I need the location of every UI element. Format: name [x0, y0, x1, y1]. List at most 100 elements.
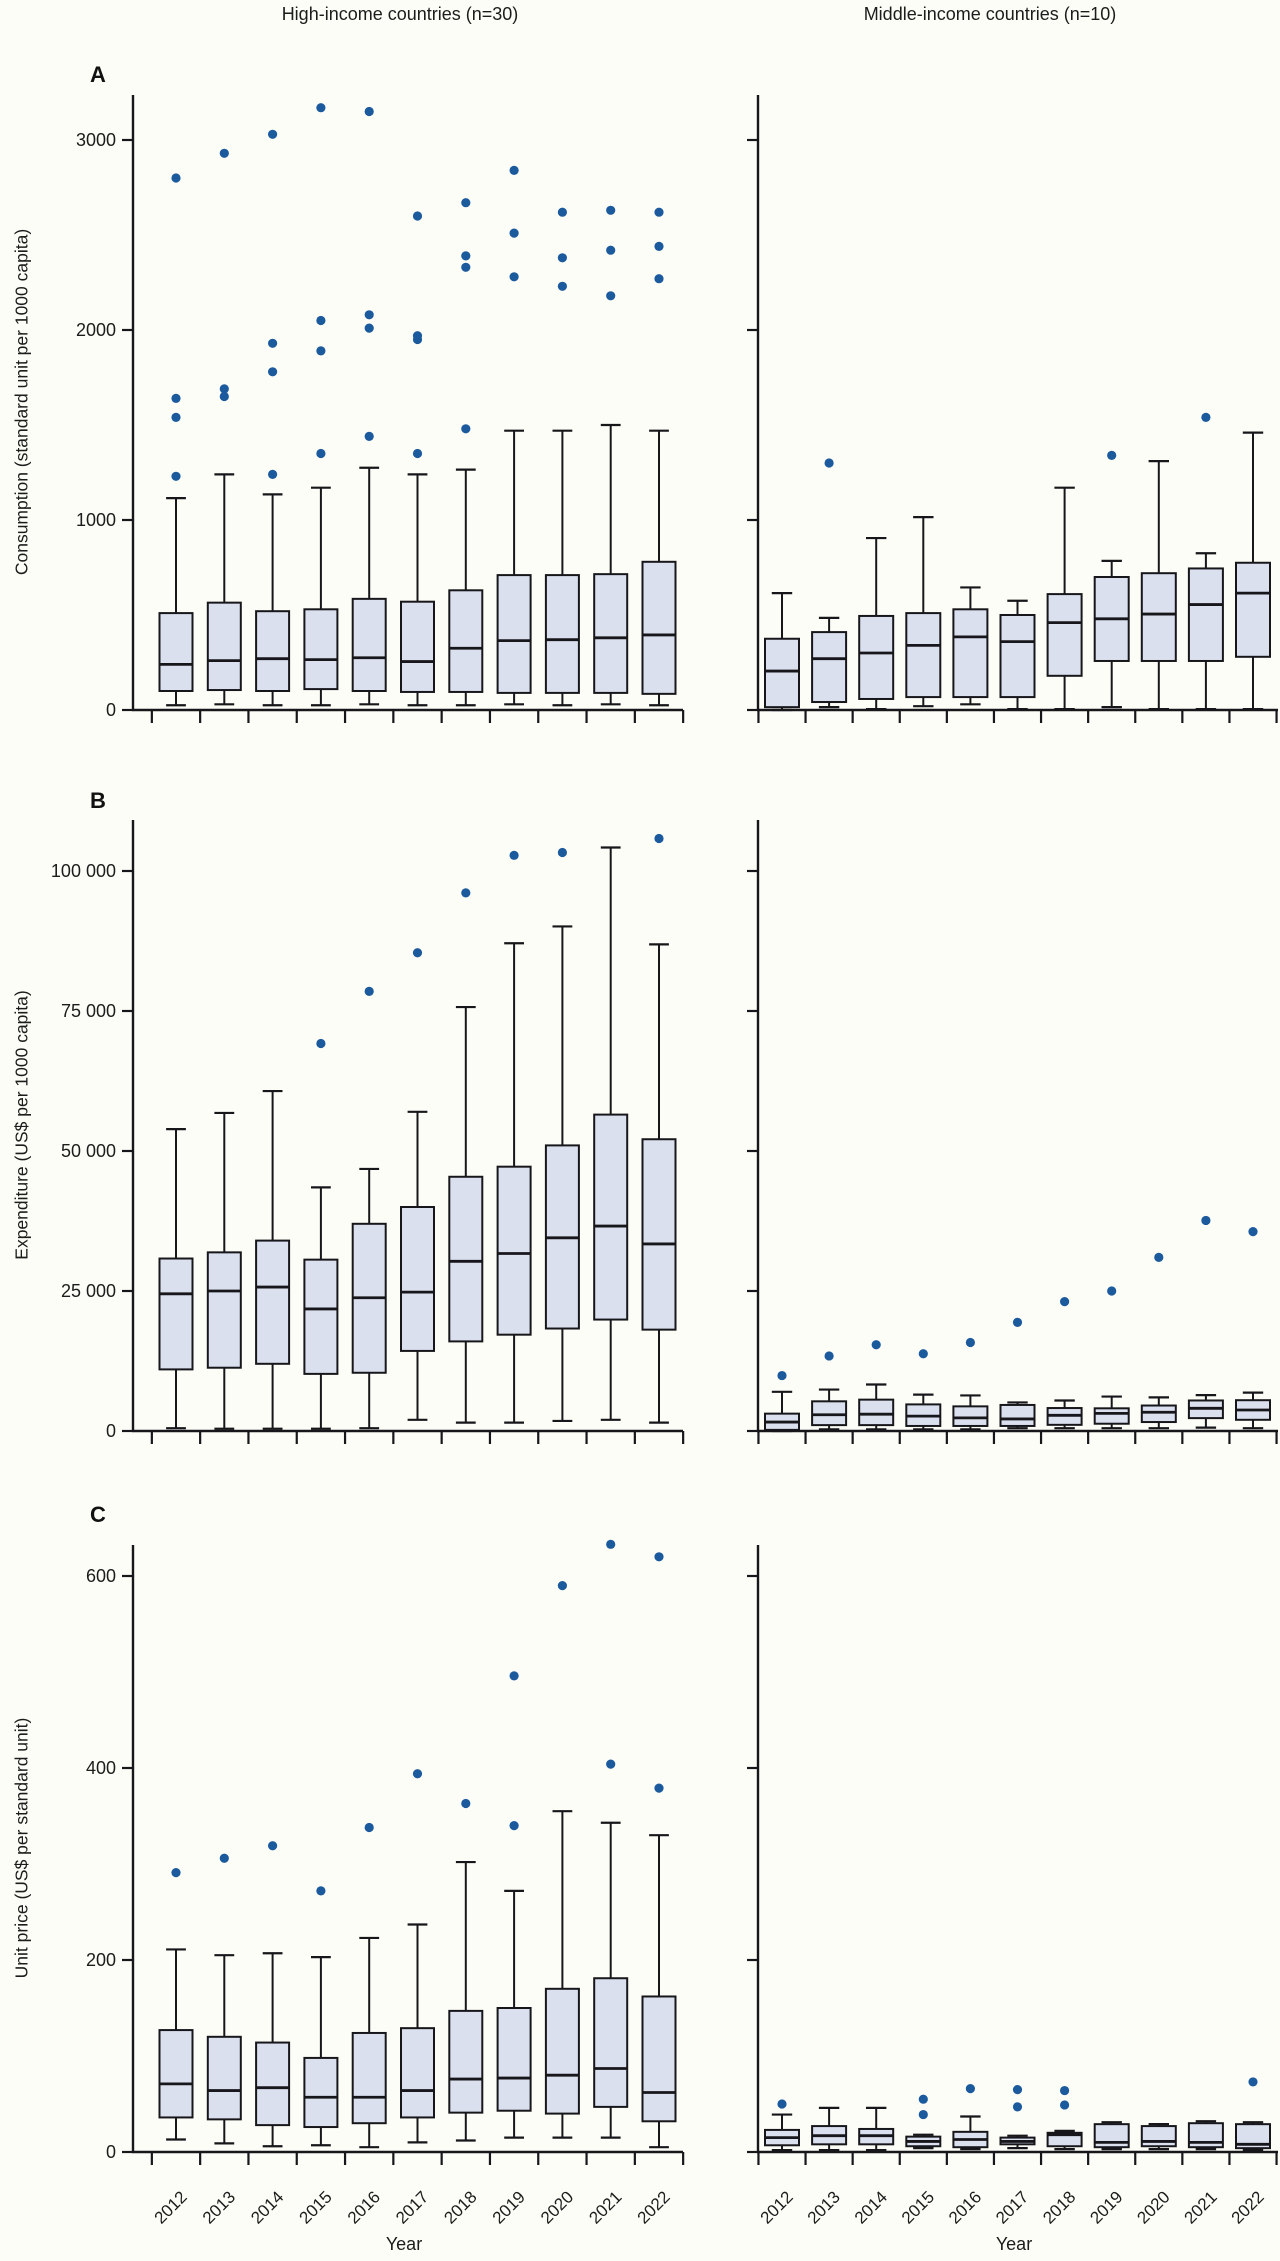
box-A-middle-income-2014 — [858, 614, 895, 700]
outlier-dot — [412, 448, 423, 459]
outlier-dot — [654, 833, 664, 844]
x-tick-label-year: 2013 — [804, 2187, 844, 2227]
box-C-high-income-2021 — [593, 1977, 629, 2108]
box-B-middle-income-2013 — [811, 1400, 848, 1427]
column-header-middle-income: Middle-income countries (n=10) — [863, 4, 1117, 24]
outlier-dot — [606, 291, 616, 301]
outlier-dot — [364, 323, 374, 333]
x-tick-label-year: 2021 — [585, 2187, 625, 2227]
box-B-middle-income-2017 — [999, 1403, 1036, 1427]
y-tick-label-B-high-income: 0 — [106, 1421, 116, 1441]
panel-label-a: A — [90, 62, 106, 87]
box-C-high-income-2018 — [448, 2009, 484, 2114]
box-C-high-income-2022 — [641, 1995, 677, 2123]
box-C-middle-income-2018 — [1046, 2131, 1083, 2148]
y-tick-label-C-high-income: 0 — [106, 2142, 116, 2162]
outlier-dot — [557, 207, 568, 217]
outlier-dot — [364, 310, 374, 320]
outlier-dot — [1107, 1286, 1117, 1296]
y-tick-label-B-high-income: 25 000 — [61, 1281, 116, 1301]
outlier-dot — [824, 1351, 834, 1361]
x-tick-label-year: 2017 — [392, 2187, 432, 2227]
outlier-dot — [557, 847, 568, 858]
x-tick-label-year: 2017 — [992, 2187, 1032, 2227]
outlier-dot — [557, 1581, 568, 1591]
box-A-middle-income-2020 — [1140, 572, 1177, 662]
panel-label-b: B — [90, 788, 106, 813]
outlier-dot — [412, 331, 423, 341]
box-A-high-income-2015 — [303, 608, 339, 691]
outlier-dot — [268, 129, 278, 139]
outlier-dot — [364, 1822, 374, 1833]
outlier-dot — [1107, 450, 1117, 460]
outlier-dot — [918, 2109, 928, 2120]
outlier-dot — [171, 1868, 181, 1878]
outlier-dot — [777, 2099, 787, 2109]
outlier-dot — [509, 1821, 519, 1831]
box-B-high-income-2013 — [206, 1251, 242, 1369]
outlier-dot — [509, 165, 519, 175]
box-A-middle-income-2015 — [905, 612, 942, 699]
outlier-dot — [1201, 412, 1211, 422]
outlier-dot — [654, 1552, 664, 1562]
outlier-dot — [171, 412, 181, 422]
box-A-high-income-2020 — [544, 574, 580, 694]
box-C-high-income-2017 — [400, 2027, 435, 2119]
outlier-dot — [171, 393, 181, 403]
box-A-middle-income-2017 — [999, 614, 1036, 699]
box-C-high-income-2013 — [206, 2035, 242, 2121]
box-C-high-income-2019 — [496, 2007, 532, 2112]
outlier-dot — [461, 198, 471, 208]
outlier-dot — [268, 367, 278, 377]
x-tick-label-year: 2015 — [898, 2187, 938, 2227]
outlier-dot — [509, 228, 519, 238]
outlier-dot — [557, 281, 568, 291]
box-C-high-income-2012 — [158, 2029, 194, 2119]
box-C-high-income-2015 — [303, 2056, 339, 2129]
box-B-high-income-2015 — [303, 1258, 339, 1375]
outlier-dot — [219, 1853, 229, 1863]
x-tick-label-year: 2012 — [757, 2187, 797, 2227]
box-B-high-income-2012 — [158, 1257, 194, 1371]
outlier-dot — [654, 274, 664, 284]
outlier-dot — [316, 315, 326, 326]
x-tick-label-year: 2016 — [344, 2187, 384, 2227]
box-A-high-income-2013 — [206, 601, 242, 692]
box-B-high-income-2014 — [255, 1239, 291, 1365]
outlier-dot — [268, 1841, 278, 1851]
y-tick-label-B-high-income: 100 000 — [51, 861, 116, 881]
x-tick-label-year: 2013 — [199, 2187, 239, 2227]
y-tick-label-B-high-income: 75 000 — [61, 1001, 116, 1021]
y-tick-label-A-high-income: 3000 — [76, 130, 116, 150]
outlier-dot — [268, 469, 278, 479]
outlier-dot — [1060, 2100, 1070, 2110]
outlier-dot — [412, 211, 423, 221]
outlier-dot — [364, 106, 374, 117]
box-A-high-income-2016 — [351, 597, 387, 692]
outlier-dot — [219, 148, 229, 158]
x-tick-label-year: 2019 — [1086, 2187, 1126, 2227]
y-tick-label-A-high-income: 1000 — [76, 510, 116, 530]
outlier-dot — [1154, 1252, 1164, 1262]
outlier-dot — [777, 1370, 787, 1381]
outlier-dot — [606, 1759, 616, 1769]
outlier-dot — [316, 448, 326, 459]
outlier-dot — [1248, 2077, 1258, 2087]
outlier-dot — [965, 1337, 976, 1348]
x-tick-label-year: 2022 — [1228, 2187, 1268, 2227]
outlier-dot — [654, 1783, 664, 1793]
outlier-dot — [606, 205, 616, 215]
box-A-middle-income-2018 — [1046, 593, 1083, 677]
outlier-dot — [1060, 1297, 1070, 1307]
box-B-middle-income-2016 — [952, 1405, 989, 1427]
outlier-dot — [219, 384, 229, 394]
outlier-dot — [461, 424, 471, 434]
box-A-middle-income-2013 — [811, 631, 848, 704]
box-B-high-income-2021 — [593, 1113, 629, 1321]
y-tick-label-A-high-income: 2000 — [76, 320, 116, 340]
outlier-dot — [1012, 2085, 1023, 2095]
x-tick-label-year: 2012 — [151, 2187, 191, 2227]
x-tick-label-year: 2022 — [634, 2187, 674, 2227]
x-tick-label-year: 2016 — [945, 2187, 985, 2227]
box-A-high-income-2014 — [255, 610, 291, 693]
